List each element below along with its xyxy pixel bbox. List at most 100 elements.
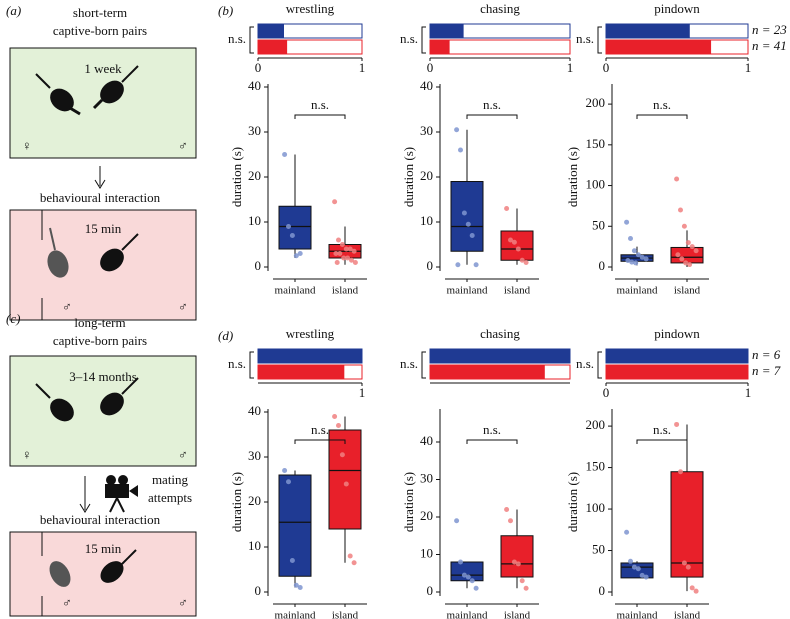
point [643,574,649,580]
point [628,558,633,564]
proportion-annotation: n.s. [228,356,246,371]
x-tick-label: mainland [447,285,488,297]
rat [92,65,139,110]
point [332,414,338,419]
proportion-bar [606,24,690,38]
y-tick-label: 40 [420,78,433,93]
point [297,251,303,256]
y-tick-label: 0 [599,583,606,598]
proportion-annotation: n.s. [228,31,246,46]
point [508,518,513,524]
proportion-bar [258,365,345,379]
rat [100,233,139,272]
heading: captive-born pairs [53,23,147,38]
point [286,224,291,229]
annotation: n.s. [311,422,329,437]
proportion-bar [430,40,450,54]
point [339,452,345,458]
point [504,206,510,211]
point [683,260,689,266]
y-tick-label: 40 [248,403,261,418]
point [693,588,699,594]
x-tick-label: mainland [617,285,658,297]
panel-label: (c) [6,311,20,326]
x-tick-label: 1 [567,60,574,75]
point [674,176,680,182]
point [458,147,463,153]
y-tick-label: 200 [586,417,606,432]
bracket [249,351,254,379]
point [458,559,463,565]
point [639,572,645,578]
duration: 15 min [85,221,122,236]
point [333,251,339,256]
point [685,564,691,570]
box [450,561,484,582]
point [633,260,639,266]
point [687,262,693,268]
y-tick-label: 30 [248,123,261,138]
panel-label: (b) [218,3,233,18]
point [465,221,471,227]
sex-symbol: ♂ [178,299,188,314]
point [293,582,299,588]
annotation: n.s. [653,422,671,437]
y-axis-label: duration (s) [565,147,580,207]
y-tick-label: 150 [586,459,606,474]
interaction: behavioural interaction [40,190,161,205]
point [689,244,695,250]
point [515,246,521,252]
panel-label: (d) [218,328,233,343]
rat [49,561,71,587]
point [635,566,641,572]
point [461,572,467,578]
sex-symbol: ♂ [178,447,188,462]
box [670,471,704,578]
box [450,181,484,252]
annotation: n.s. [483,422,501,437]
bracket [421,26,426,54]
chart-title: chasing [480,1,520,16]
x-tick-label: 0 [255,60,262,75]
significance-bracket [294,114,346,119]
proportion-annotation: n.s. [576,356,594,371]
y-axis-label: duration (s) [565,472,580,532]
point [339,242,345,247]
x-tick-label: 1 [359,385,366,400]
y-tick-label: 10 [420,213,433,228]
rat [100,549,137,583]
chart-title: chasing [480,326,520,341]
y-tick-label: 0 [255,583,262,598]
rat [35,383,74,422]
point [347,553,353,559]
chart-title: wrestling [286,326,335,341]
chart-title: wrestling [286,1,335,16]
point [519,578,525,584]
x-tick-label: mainland [447,610,488,619]
point [628,235,633,241]
significance-bracket [466,114,518,119]
point [639,254,645,260]
n-label: n = 7 [752,363,781,378]
camera-label: attempts [148,490,192,505]
y-tick-label: 30 [420,123,433,138]
point [678,469,683,475]
annotation: n.s. [483,97,501,112]
y-axis-label: duration (s) [229,472,244,532]
rat [47,227,69,278]
rat [35,73,81,116]
point [337,251,343,256]
x-tick-label: island [504,285,531,297]
point [643,256,649,262]
box [278,474,312,577]
y-tick-label: 10 [420,545,433,560]
y-tick-label: 20 [248,168,261,183]
point [624,219,630,225]
point [341,255,347,261]
point [631,564,637,570]
y-tick-label: 50 [592,217,605,232]
proportion-frame [429,39,571,55]
sex-symbol: ♀ [22,447,32,462]
sex-symbol: ♂ [178,138,188,153]
y-tick-label: 150 [586,136,606,151]
